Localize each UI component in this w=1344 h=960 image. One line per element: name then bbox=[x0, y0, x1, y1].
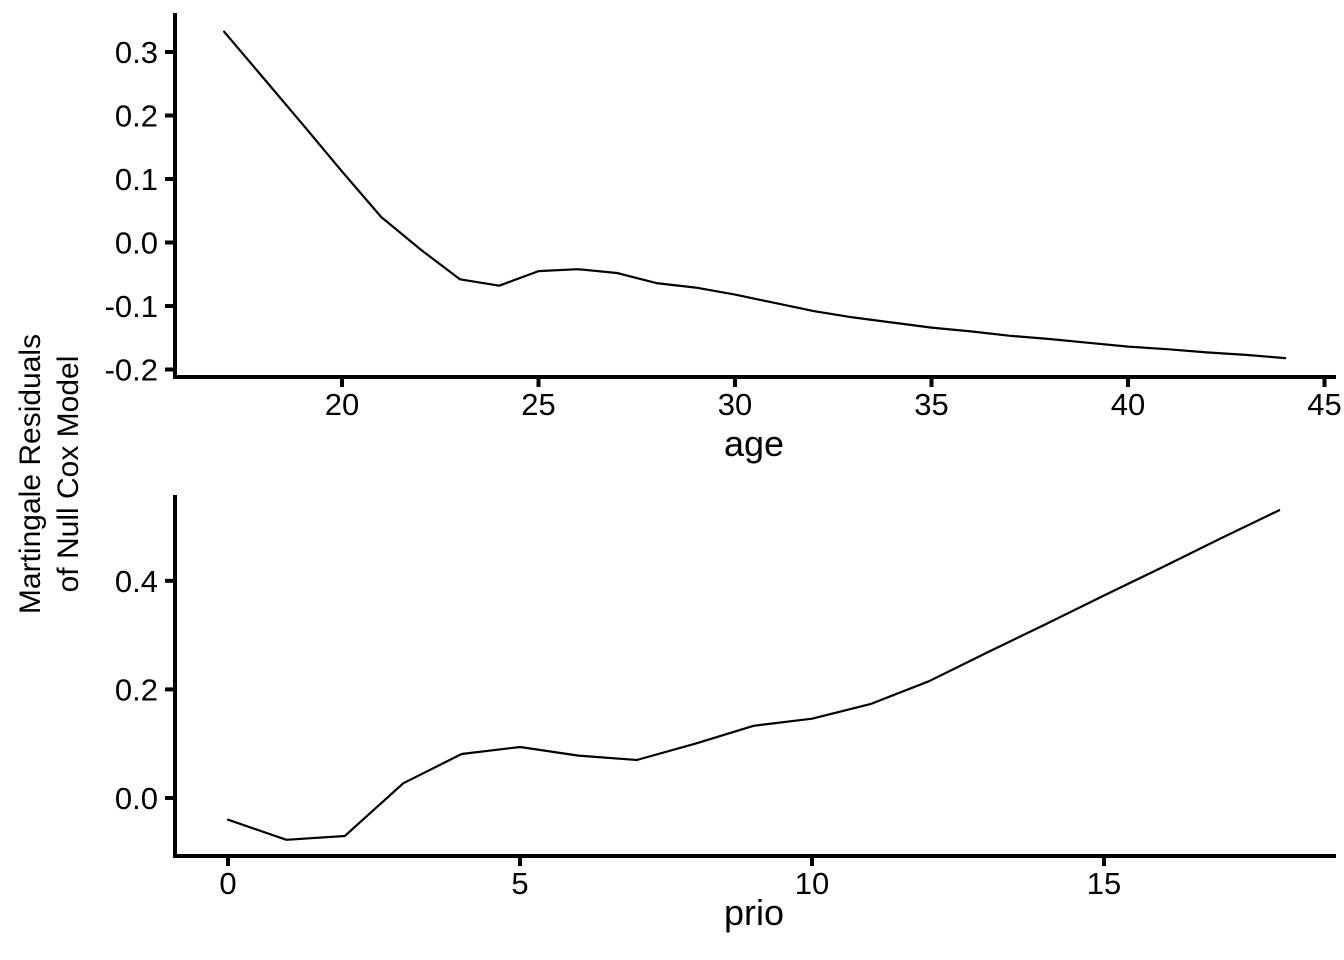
x-tick-label: 40 bbox=[1111, 387, 1145, 422]
x-tick-label: 35 bbox=[914, 387, 948, 422]
y-tick-label: 0.0 bbox=[115, 226, 158, 261]
y-tick-label: 0.4 bbox=[115, 564, 158, 599]
x-tick-label: 30 bbox=[718, 387, 752, 422]
y-tick-label: 0.2 bbox=[115, 99, 158, 134]
x-tick-label: 20 bbox=[325, 387, 359, 422]
age-chart-panel: 20 25 30 35 40 45 -0.2 -0.1 0.0 0.1 0.2 0.3 bbox=[105, 13, 1342, 422]
y-axis-label: Martingale Residuals of Null Cox Model bbox=[14, 334, 85, 614]
y-tick-label: 0.0 bbox=[115, 781, 158, 816]
y-tick-label: 0.2 bbox=[115, 672, 158, 707]
y-tick-label: -0.2 bbox=[105, 353, 158, 388]
y-tick-label: 0.1 bbox=[115, 162, 158, 197]
x-tick-label: 25 bbox=[521, 387, 555, 422]
x-tick-label: 5 bbox=[511, 866, 528, 901]
y-tick-label: -0.1 bbox=[105, 289, 158, 324]
y-axis-label-line1: Martingale Residuals bbox=[14, 334, 47, 614]
prio-chart-panel: 0 5 10 15 0.0 0.2 0.4 bbox=[115, 495, 1336, 901]
y-axis-label-line2: of Null Cox Model bbox=[52, 356, 85, 593]
prio-axis-title: prio bbox=[724, 892, 784, 933]
x-tick-label: 10 bbox=[795, 866, 829, 901]
age-residual-line bbox=[223, 30, 1287, 360]
age-axis-title: age bbox=[724, 423, 784, 464]
x-tick-label: 45 bbox=[1307, 387, 1341, 422]
prio-residual-line bbox=[226, 509, 1281, 841]
x-tick-label: 15 bbox=[1087, 866, 1121, 901]
y-tick-label: 0.3 bbox=[115, 35, 158, 70]
x-tick-label: 0 bbox=[219, 866, 236, 901]
